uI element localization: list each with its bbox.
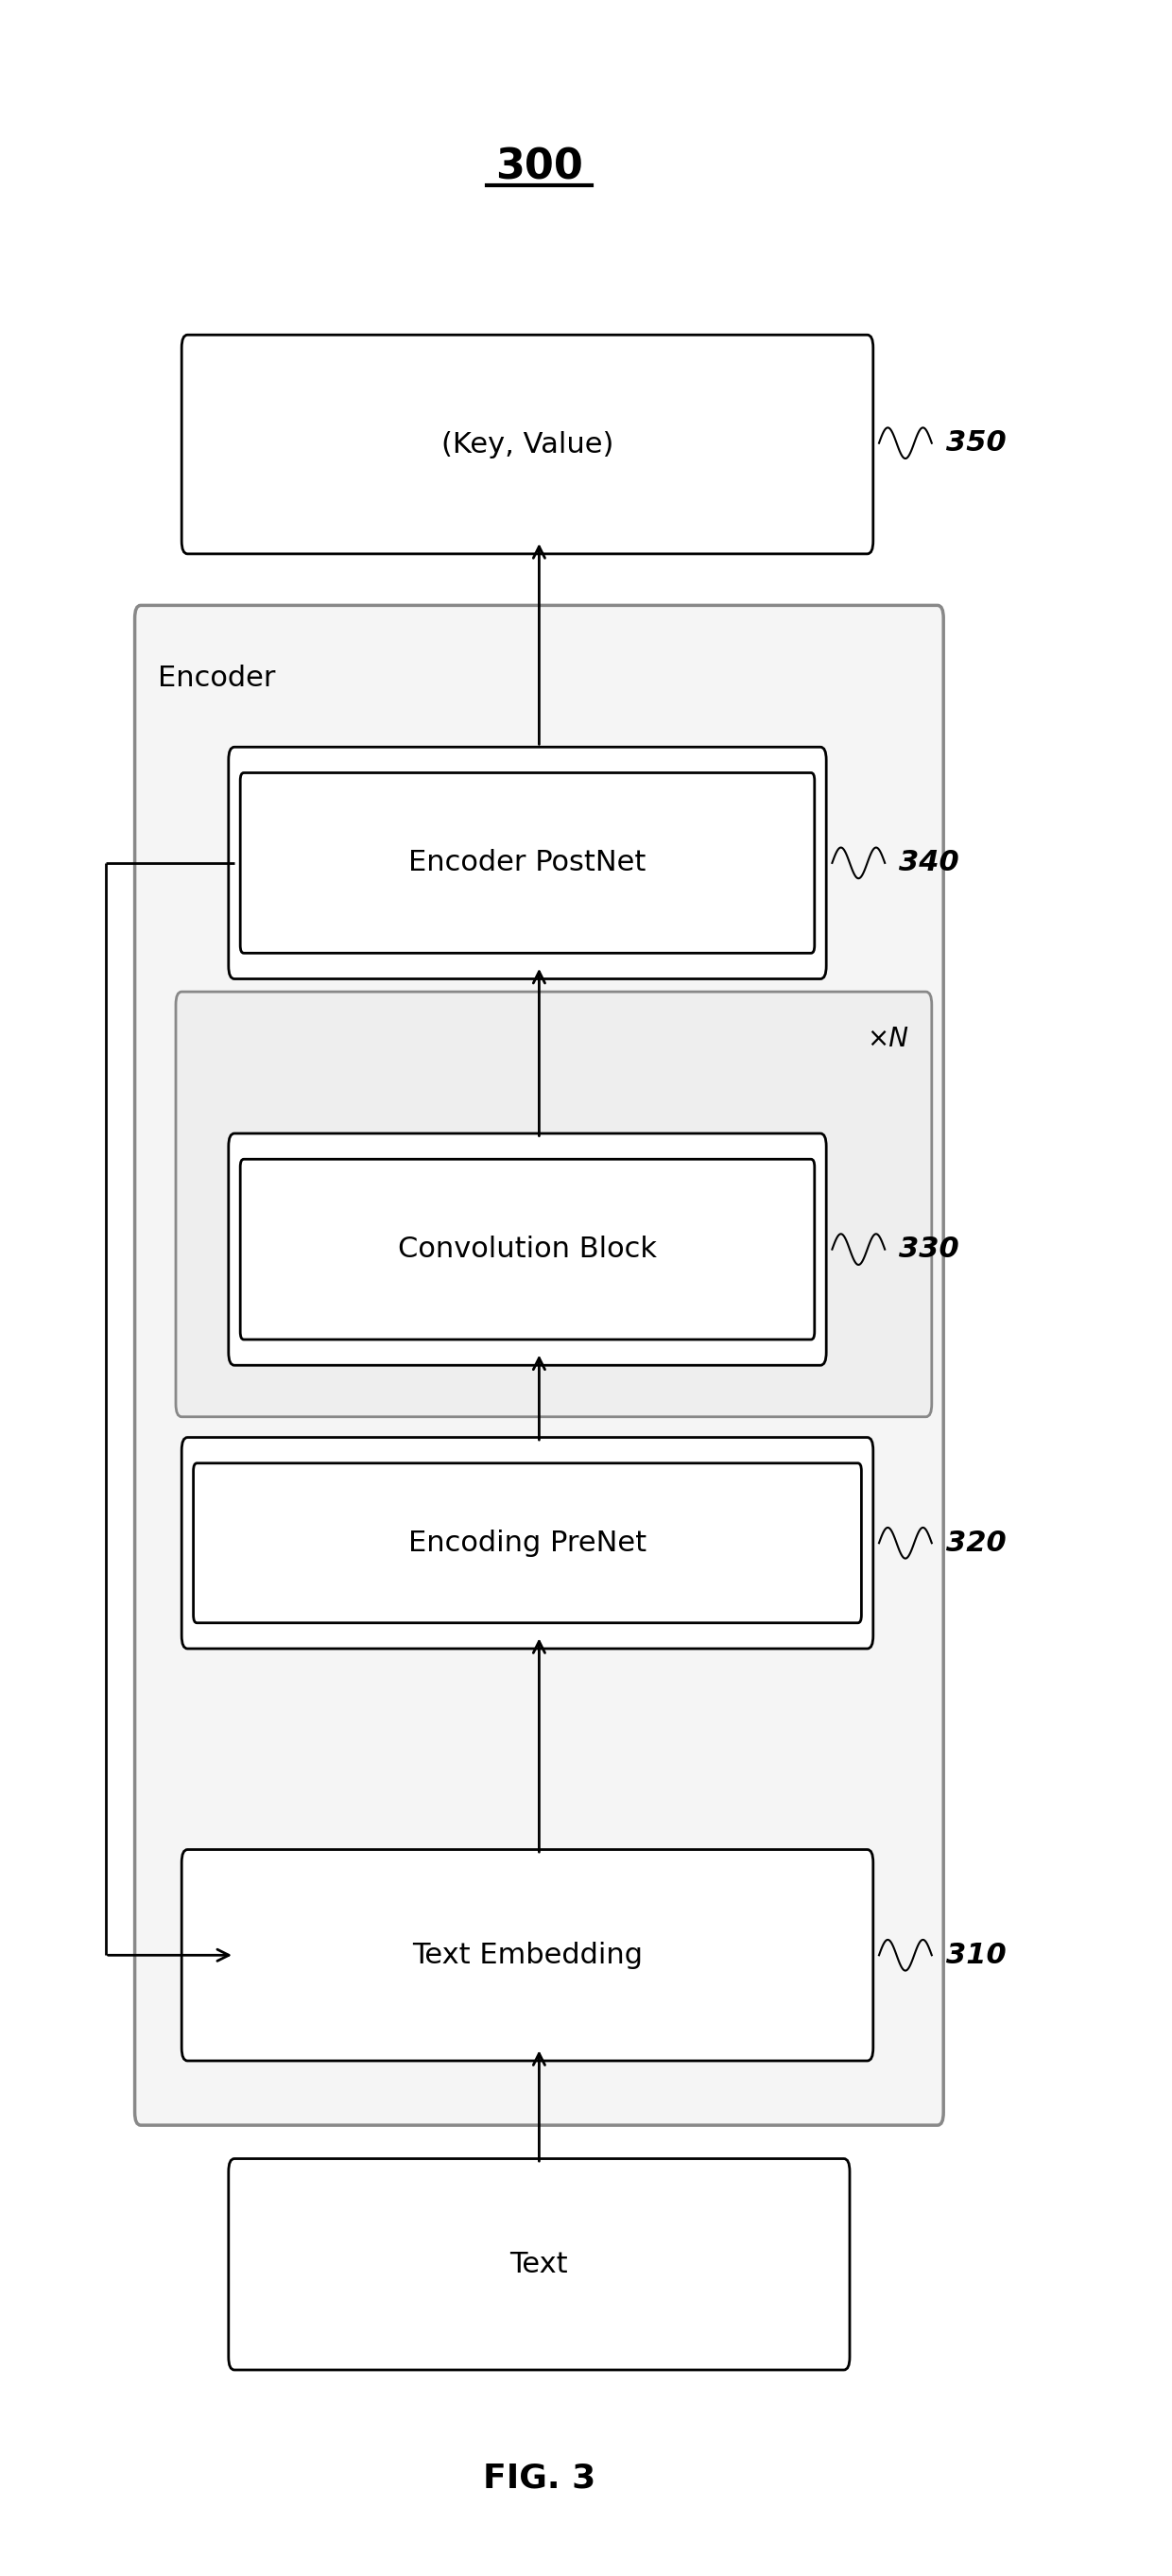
Text: (Key, Value): (Key, Value) [441,430,614,459]
Text: ×N: ×N [867,1025,908,1051]
Text: FIG. 3: FIG. 3 [483,2463,595,2494]
FancyBboxPatch shape [240,1159,815,1340]
FancyBboxPatch shape [182,335,873,554]
Text: 310: 310 [946,1942,1006,1968]
FancyBboxPatch shape [193,1463,861,1623]
Text: 340: 340 [899,850,959,876]
FancyBboxPatch shape [182,1437,873,1649]
Text: 330: 330 [899,1236,959,1262]
Text: Text Embedding: Text Embedding [413,1942,642,1968]
FancyBboxPatch shape [229,747,826,979]
FancyBboxPatch shape [240,773,815,953]
Text: Encoding PreNet: Encoding PreNet [408,1530,647,1556]
Text: Encoder PostNet: Encoder PostNet [409,850,646,876]
Text: Text: Text [510,2251,568,2277]
Text: 350: 350 [946,430,1006,456]
FancyBboxPatch shape [135,605,943,2125]
FancyBboxPatch shape [229,2159,850,2370]
Text: Convolution Block: Convolution Block [398,1236,656,1262]
FancyBboxPatch shape [176,992,932,1417]
FancyBboxPatch shape [182,1850,873,2061]
Text: Encoder: Encoder [158,665,275,693]
Text: 300: 300 [496,147,582,188]
FancyBboxPatch shape [229,1133,826,1365]
Text: 320: 320 [946,1530,1006,1556]
